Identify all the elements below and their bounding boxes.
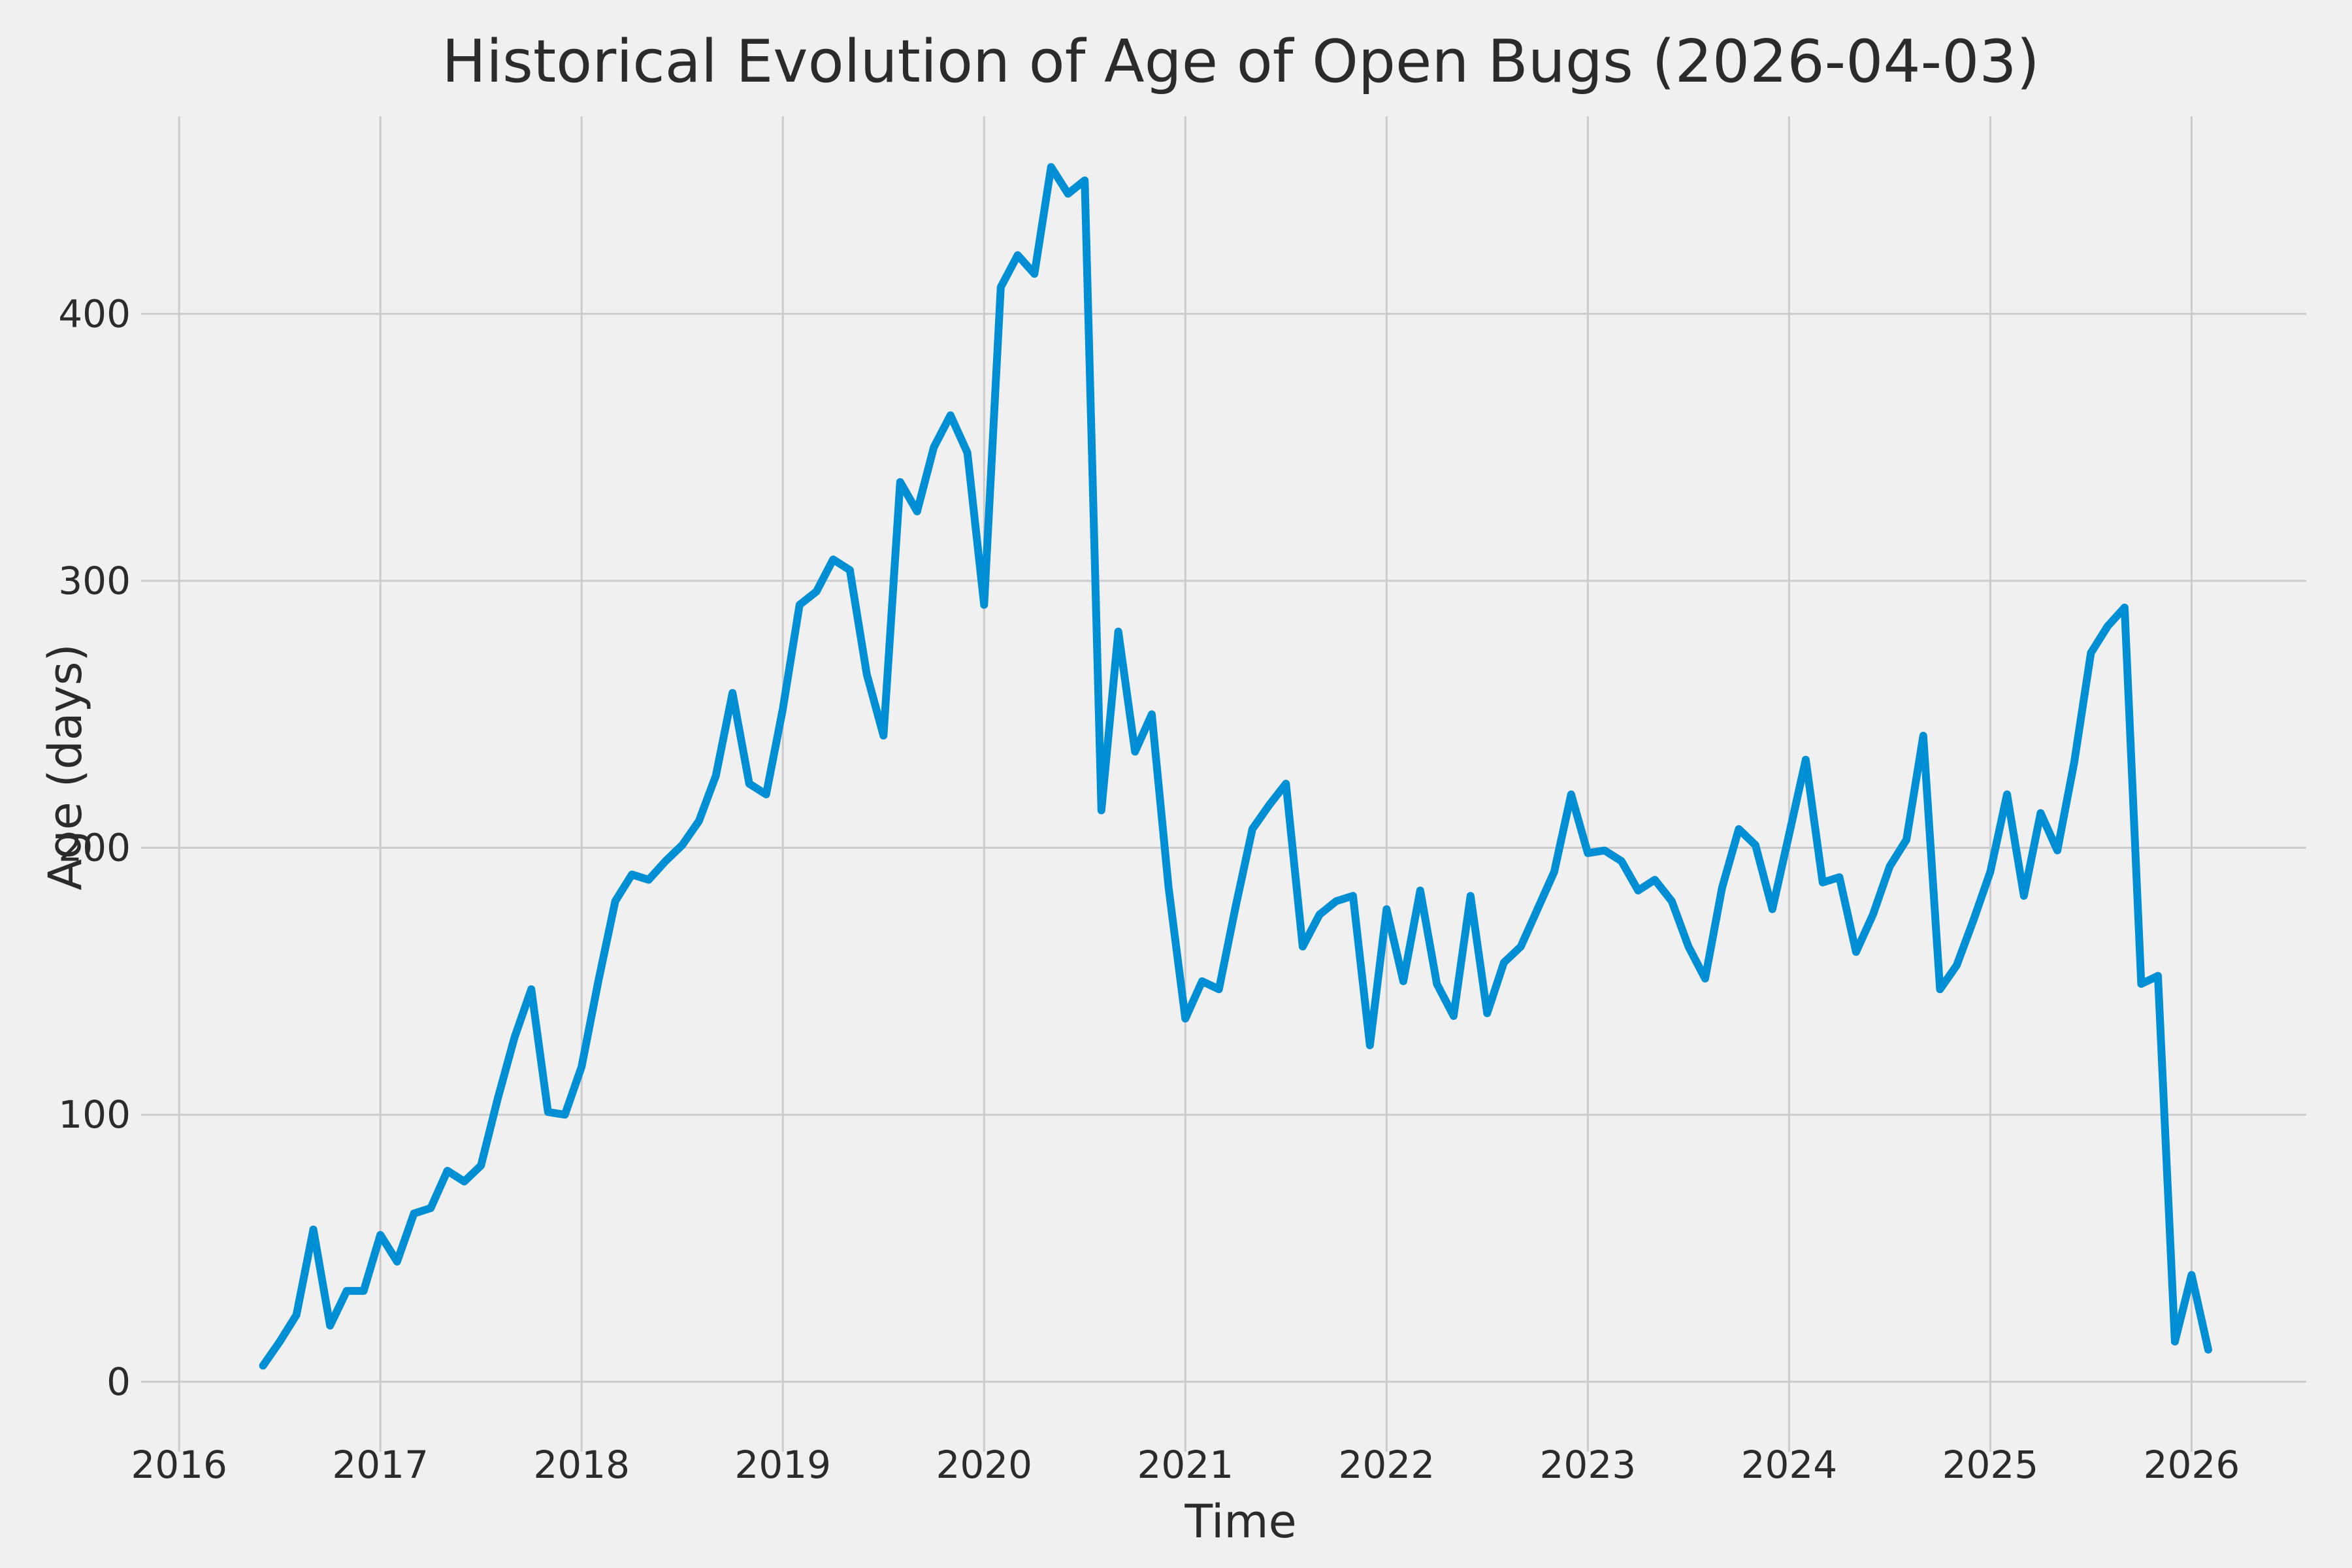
series-layer (259, 163, 2212, 1370)
x-tick-label: 2025 (1942, 1443, 2039, 1487)
chart-title: Historical Evolution of Age of Open Bugs… (442, 27, 2040, 96)
tick-layer (141, 312, 2193, 1452)
y-tick-label: 0 (106, 1360, 131, 1404)
x-tick-label: 2023 (1540, 1443, 1637, 1487)
y-tick-label: 300 (58, 559, 131, 603)
x-tick-label: 2019 (734, 1443, 831, 1487)
grid-layer (175, 116, 2306, 1418)
y-axis-label: Age (days) (39, 644, 92, 890)
data-line (259, 163, 2212, 1370)
x-tick-label: 2016 (131, 1443, 227, 1487)
x-tick-label: 2018 (533, 1443, 630, 1487)
x-tick-label: 2026 (2144, 1443, 2240, 1487)
x-tick-label: 2022 (1339, 1443, 1435, 1487)
x-tick-label: 2020 (936, 1443, 1032, 1487)
x-tick-label: 2021 (1137, 1443, 1233, 1487)
y-tick-label: 400 (58, 291, 131, 336)
x-axis-label: Time (1184, 1495, 1297, 1548)
y-tick-label: 100 (58, 1092, 131, 1137)
x-tick-label: 2024 (1741, 1443, 1838, 1487)
tick-label-layer: 2016 2017 2018 2019 2020 2021 2022 2023 2024 2025… (58, 291, 2240, 1487)
y-tick-label: 200 (58, 826, 131, 870)
x-tick-label: 2017 (332, 1443, 429, 1487)
